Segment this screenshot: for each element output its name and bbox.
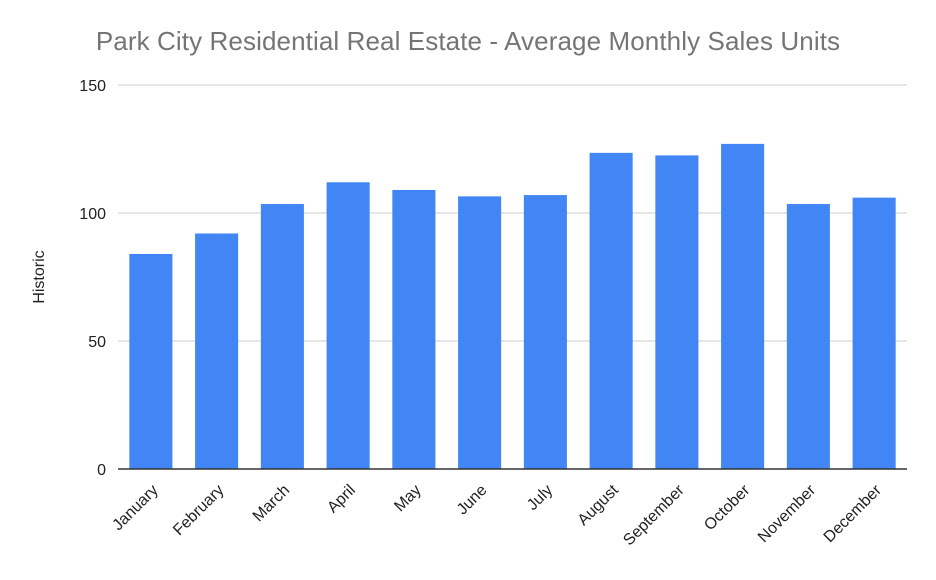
x-tick-label: May [391, 482, 424, 515]
bar [655, 155, 699, 469]
x-tick-label: July [524, 482, 556, 514]
x-tick-label: September [620, 481, 688, 549]
y-tick-label: 50 [88, 334, 106, 351]
y-tick-label: 0 [97, 462, 106, 479]
bar [589, 152, 633, 469]
x-tick-label: June [454, 482, 491, 519]
bar [195, 233, 239, 469]
bar [852, 197, 896, 469]
x-tick-label: August [575, 481, 623, 529]
x-tick-label: November [755, 481, 820, 546]
x-tick-label: February [170, 482, 227, 539]
x-tick-label: April [324, 482, 359, 517]
y-tick-label: 100 [79, 206, 106, 223]
x-tick-label: March [250, 482, 293, 525]
x-tick-label: December [821, 481, 886, 546]
bar [129, 253, 173, 469]
gridlines [118, 84, 907, 342]
bar [786, 204, 830, 470]
x-tick-label: October [701, 481, 754, 534]
bar [392, 189, 436, 469]
bar [721, 143, 765, 469]
y-tick-label: 150 [79, 78, 106, 95]
bar [260, 204, 304, 470]
x-tick-labels: January February March April May June July Augu… [109, 481, 885, 549]
x-tick-label: January [109, 482, 161, 534]
bar [458, 196, 502, 470]
bars [129, 143, 896, 470]
chart-title: Park City Residential Real Estate - Aver… [95, 26, 841, 56]
y-tick-labels: 0 50 100 150 [79, 78, 106, 479]
bar [523, 195, 567, 469]
bar [326, 182, 370, 469]
y-axis-title: Historic [31, 250, 48, 303]
